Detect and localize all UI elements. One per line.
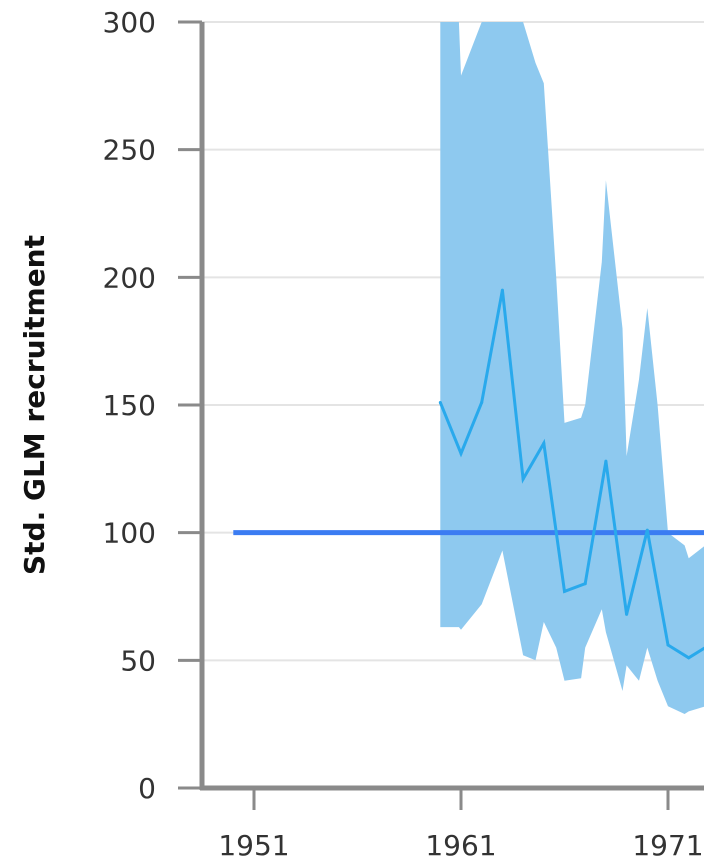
data-point	[583, 582, 587, 586]
confidence-band	[440, 22, 704, 714]
confidence-band-area	[440, 22, 704, 714]
y-tick-label: 200	[103, 261, 156, 294]
recruitment-series	[438, 288, 704, 660]
y-tick-label: 300	[103, 6, 156, 39]
data-point	[459, 452, 463, 456]
x-tick-label: 1951	[218, 829, 289, 860]
recruitment-line	[438, 289, 704, 660]
data-point	[625, 612, 629, 616]
tick-labels: 0 50 100 150 200 250 300 1951 1961 1971	[103, 6, 704, 860]
y-tick-label: 0	[138, 772, 156, 805]
y-tick-label: 100	[103, 517, 156, 550]
y-tick-label: 150	[103, 389, 156, 422]
x-tick-label: 1961	[425, 829, 496, 860]
y-tick-label: 50	[120, 644, 156, 677]
axes	[178, 20, 704, 810]
data-point	[480, 400, 484, 404]
y-axis-title: Std. GLM recruitment	[18, 235, 51, 575]
y-tick-label: 250	[103, 134, 156, 167]
data-point	[521, 477, 525, 481]
x-tick-label: 1971	[632, 829, 703, 860]
data-point	[666, 643, 670, 647]
data-point	[604, 459, 608, 463]
data-point	[542, 441, 546, 445]
data-point	[500, 288, 504, 292]
data-point	[438, 400, 442, 404]
data-point	[687, 656, 691, 660]
data-point	[563, 589, 566, 593]
data-point	[645, 528, 649, 532]
